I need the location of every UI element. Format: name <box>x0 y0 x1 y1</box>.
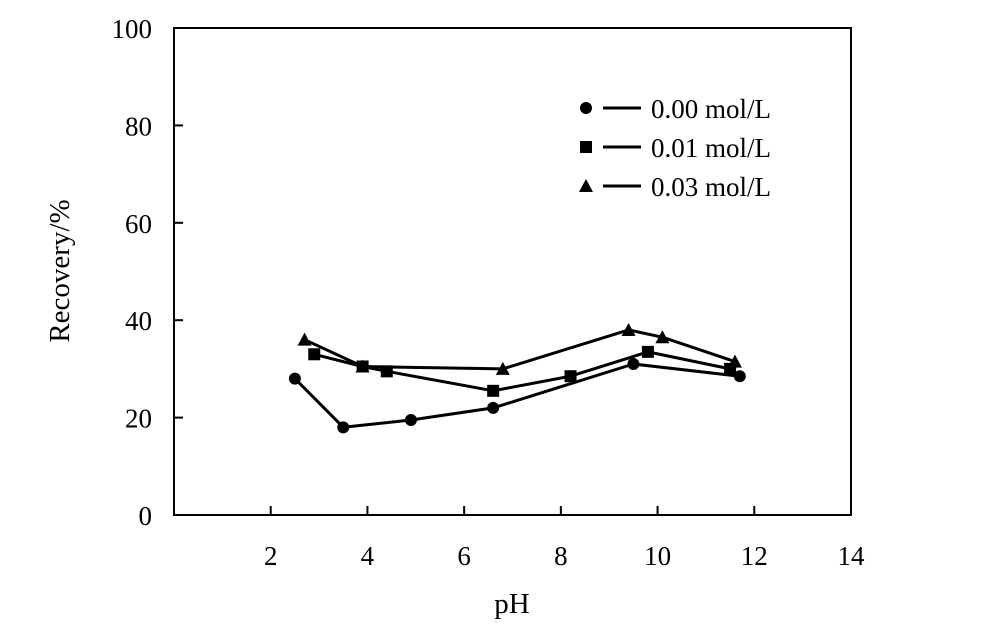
y-tick-label: 40 <box>125 306 152 336</box>
x-axis-title: pH <box>494 588 530 620</box>
series-triangle <box>297 322 742 375</box>
y-tick-label: 20 <box>125 404 152 434</box>
x-tick-label: 14 <box>838 541 866 571</box>
legend-label: 0.01 mol/L <box>651 133 771 163</box>
legend-label: 0.03 mol/L <box>651 172 771 202</box>
data-point <box>627 358 640 371</box>
x-tick-label: 2 <box>264 541 278 571</box>
y-tick-label: 100 <box>112 14 153 44</box>
data-point <box>733 370 746 383</box>
data-point <box>495 361 510 375</box>
data-point <box>337 421 350 434</box>
legend-item: 0.00 mol/L <box>580 94 771 124</box>
data-point <box>404 414 417 427</box>
data-point <box>355 359 370 373</box>
series-line <box>303 328 736 371</box>
series-layer <box>288 322 746 434</box>
data-point <box>487 401 500 414</box>
data-point <box>288 372 301 385</box>
data-point <box>621 322 636 336</box>
x-tick-label: 4 <box>361 541 375 571</box>
y-tick-label: 60 <box>125 209 152 239</box>
legend-marker <box>579 179 593 192</box>
data-point <box>487 384 500 397</box>
y-axis: 0 20 40 60 80 100 <box>112 14 183 531</box>
x-tick-label: 8 <box>554 541 568 571</box>
series-line <box>313 350 731 393</box>
data-point <box>655 330 670 344</box>
y-tick-label: 0 <box>139 501 153 531</box>
x-axis: 2 4 6 8 10 12 14 <box>264 506 865 571</box>
plot-area-frame <box>173 27 852 516</box>
legend-marker <box>580 141 592 153</box>
series-circle <box>288 358 746 434</box>
legend-item: 0.03 mol/L <box>579 172 771 202</box>
x-tick-label: 12 <box>741 541 768 571</box>
series-line <box>293 362 740 429</box>
data-point <box>308 348 321 361</box>
data-point <box>564 370 577 383</box>
y-axis-title: Recovery/% <box>44 199 76 342</box>
x-tick-label: 10 <box>644 541 671 571</box>
legend: 0.00 mol/L 0.01 mol/L 0.03 mol/L <box>579 94 771 202</box>
series-square <box>308 345 737 397</box>
data-point <box>727 354 742 368</box>
legend-marker <box>580 102 592 114</box>
legend-label: 0.00 mol/L <box>651 94 771 124</box>
y-tick-label: 80 <box>125 111 152 141</box>
legend-item: 0.01 mol/L <box>580 133 771 163</box>
data-point <box>297 332 312 346</box>
data-point <box>641 345 654 358</box>
x-tick-label: 6 <box>457 541 471 571</box>
